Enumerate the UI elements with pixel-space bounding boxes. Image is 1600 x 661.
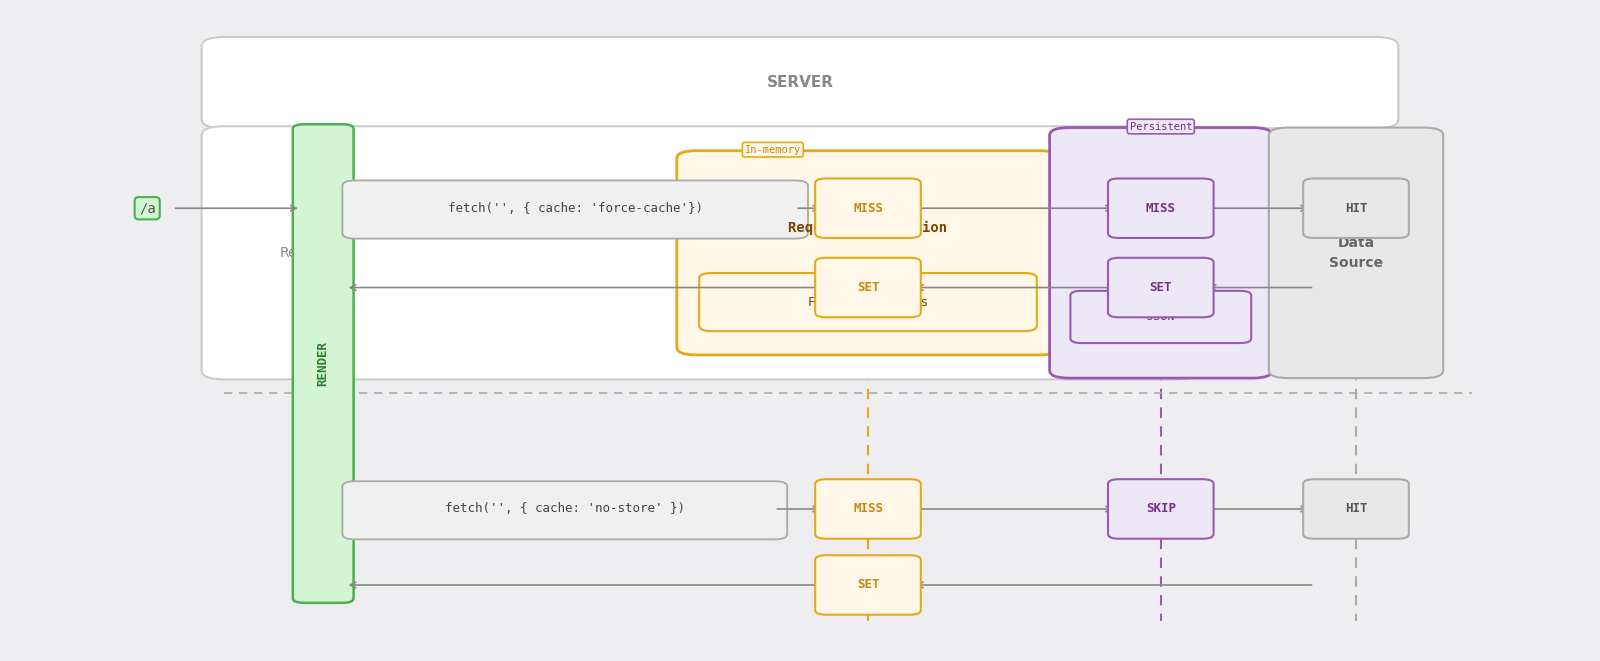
Text: HIT: HIT: [1344, 202, 1368, 215]
Text: SET: SET: [856, 281, 880, 294]
Text: SKIP: SKIP: [1146, 502, 1176, 516]
Text: fetch('', { cache: 'force-cache'}): fetch('', { cache: 'force-cache'}): [448, 202, 702, 215]
Text: /a: /a: [139, 201, 155, 215]
FancyBboxPatch shape: [1107, 178, 1213, 238]
Text: Data Cache: Data Cache: [1118, 204, 1203, 217]
Text: Persistent: Persistent: [1130, 122, 1192, 132]
Text: Request Memoization: Request Memoization: [789, 221, 947, 235]
FancyBboxPatch shape: [1070, 291, 1251, 343]
Text: SERVER: SERVER: [766, 75, 834, 90]
Text: Function Returns: Function Returns: [808, 295, 928, 309]
FancyBboxPatch shape: [293, 124, 354, 603]
FancyBboxPatch shape: [1302, 479, 1410, 539]
Text: JSON: JSON: [1147, 311, 1174, 323]
FancyBboxPatch shape: [814, 178, 920, 238]
Text: MISS: MISS: [853, 202, 883, 215]
Text: Data
Source: Data Source: [1330, 235, 1382, 270]
FancyBboxPatch shape: [1107, 479, 1213, 539]
Text: MISS: MISS: [1146, 202, 1176, 215]
FancyBboxPatch shape: [202, 126, 1198, 379]
Text: Rendering: Rendering: [280, 246, 350, 260]
FancyBboxPatch shape: [814, 479, 920, 539]
Text: In-memory: In-memory: [744, 145, 802, 155]
Text: SET: SET: [1149, 281, 1173, 294]
FancyBboxPatch shape: [1107, 258, 1213, 317]
FancyBboxPatch shape: [1302, 178, 1410, 238]
FancyBboxPatch shape: [814, 555, 920, 615]
Text: HIT: HIT: [1344, 502, 1368, 516]
FancyBboxPatch shape: [342, 481, 787, 539]
FancyBboxPatch shape: [699, 273, 1037, 331]
FancyBboxPatch shape: [342, 180, 808, 239]
FancyBboxPatch shape: [1269, 128, 1443, 378]
FancyBboxPatch shape: [202, 37, 1398, 128]
Text: SET: SET: [856, 578, 880, 592]
Text: fetch('', { cache: 'no-store' }): fetch('', { cache: 'no-store' }): [445, 502, 685, 516]
FancyBboxPatch shape: [677, 151, 1059, 355]
FancyBboxPatch shape: [1050, 128, 1272, 378]
Text: RENDER: RENDER: [317, 341, 330, 386]
Text: MISS: MISS: [853, 502, 883, 516]
FancyBboxPatch shape: [814, 258, 920, 317]
